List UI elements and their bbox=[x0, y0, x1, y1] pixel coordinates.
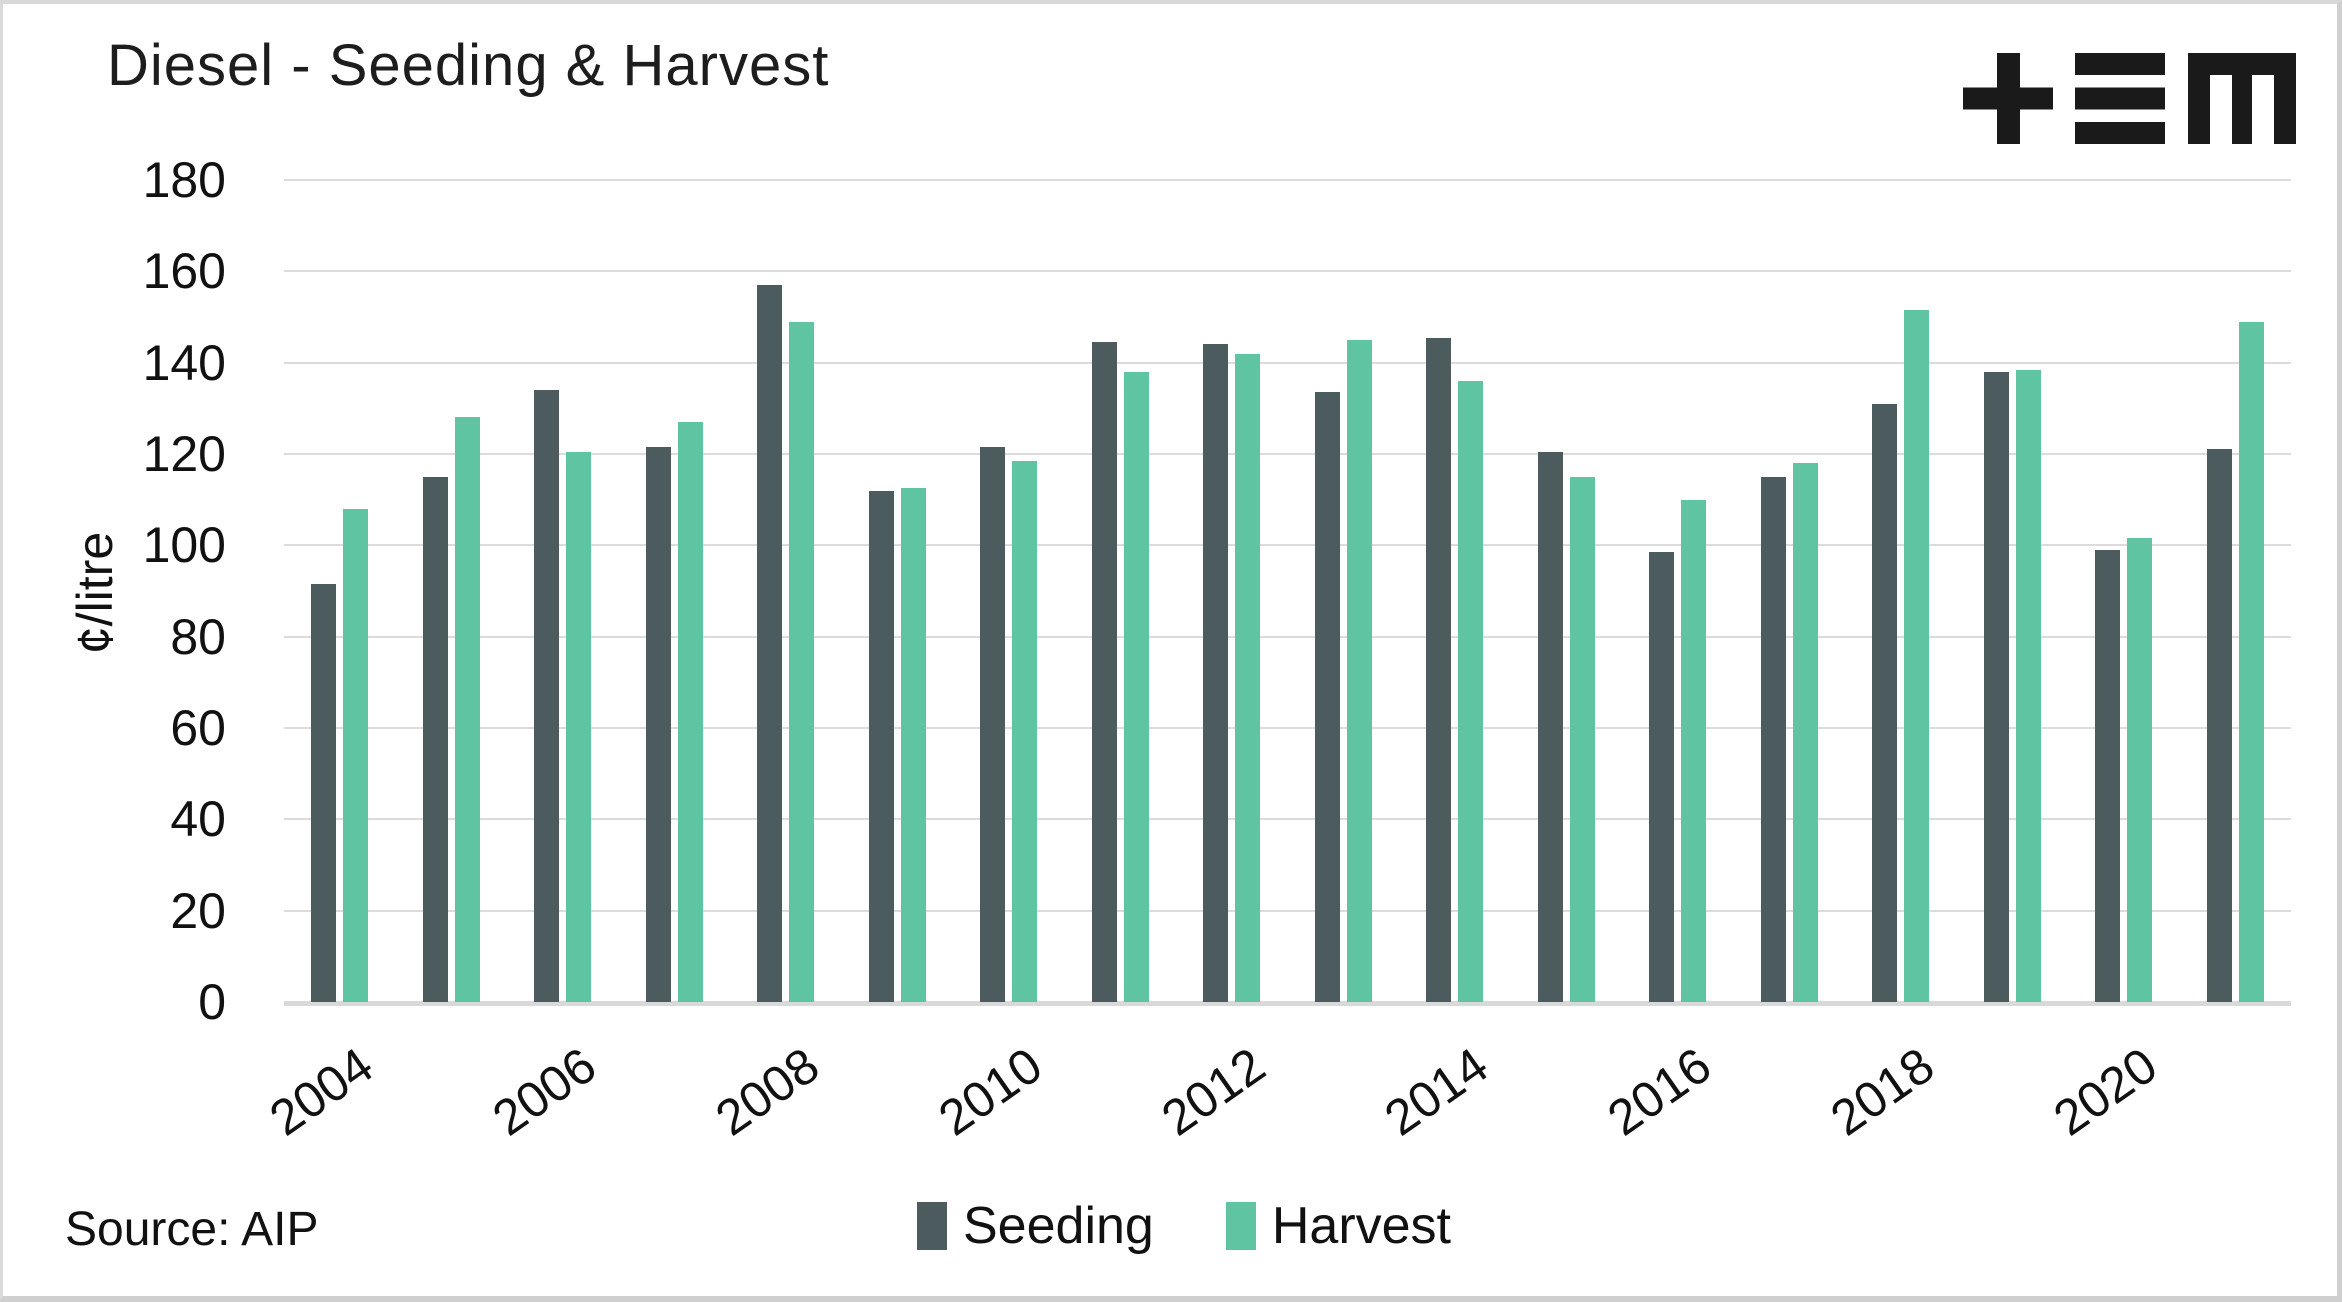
tem-logo bbox=[1963, 53, 2296, 144]
bar-harvest-2007 bbox=[677, 422, 703, 1002]
bar-seeding-2006 bbox=[534, 390, 560, 1002]
bar-harvest-2018 bbox=[1904, 310, 1930, 1002]
legend-item-seeding: Seeding bbox=[917, 1196, 1154, 1256]
gridline-40 bbox=[284, 818, 2291, 821]
bar-seeding-2019 bbox=[1983, 371, 2009, 1002]
y-tick-label-120: 120 bbox=[142, 426, 226, 482]
gridline-80 bbox=[284, 635, 2291, 638]
bar-harvest-2020 bbox=[2127, 538, 2153, 1002]
gridline-140 bbox=[284, 361, 2291, 364]
bar-harvest-2008 bbox=[789, 321, 815, 1002]
bar-seeding-2017 bbox=[1760, 476, 1786, 1002]
y-tick-label-160: 160 bbox=[142, 243, 226, 300]
bar-harvest-2012 bbox=[1235, 353, 1261, 1002]
x-tick-label-2014: 2014 bbox=[1374, 1036, 1498, 1147]
bar-harvest-2015 bbox=[1569, 476, 1595, 1002]
bar-seeding-2020 bbox=[2095, 549, 2121, 1002]
harvest-swatch bbox=[1225, 1202, 1256, 1250]
bar-harvest-2011 bbox=[1123, 371, 1149, 1002]
chart-title: Diesel - Seeding & Harvest bbox=[107, 33, 830, 98]
y-tick-label-80: 80 bbox=[170, 608, 226, 665]
gridline-100 bbox=[284, 544, 2291, 547]
bar-seeding-2012 bbox=[1203, 344, 1229, 1002]
x-tick-label-2006: 2006 bbox=[482, 1036, 606, 1147]
gridline-120 bbox=[284, 453, 2291, 455]
bar-seeding-2018 bbox=[1872, 403, 1898, 1002]
logo-plus-horizontal bbox=[1963, 87, 2053, 110]
legend-label-harvest: Harvest bbox=[1271, 1197, 1451, 1255]
y-tick-label-100: 100 bbox=[142, 517, 226, 574]
y-tick-label-20: 20 bbox=[170, 882, 226, 939]
bar-seeding-2021 bbox=[2206, 449, 2232, 1002]
bar-harvest-2004 bbox=[343, 508, 369, 1002]
bar-harvest-2006 bbox=[566, 451, 592, 1002]
bar-seeding-2014 bbox=[1426, 337, 1452, 1002]
logo-bar-mid bbox=[2075, 87, 2165, 110]
bar-harvest-2010 bbox=[1012, 460, 1038, 1002]
y-tick-label-60: 60 bbox=[170, 700, 226, 756]
bar-harvest-2014 bbox=[1458, 380, 1484, 1002]
bar-seeding-2005 bbox=[422, 476, 448, 1002]
legend-label-seeding: Seeding bbox=[963, 1197, 1154, 1255]
bar-seeding-2004 bbox=[311, 584, 337, 1002]
y-tick-label-0: 0 bbox=[198, 974, 226, 1030]
legend-item-harvest: Harvest bbox=[1225, 1196, 1451, 1256]
x-axis-line bbox=[284, 1001, 2291, 1006]
bar-seeding-2016 bbox=[1649, 552, 1675, 1002]
bar-seeding-2011 bbox=[1091, 342, 1117, 1002]
logo-bar-top bbox=[2075, 53, 2165, 75]
x-tick-label-2010: 2010 bbox=[928, 1036, 1052, 1147]
bar-seeding-2010 bbox=[980, 447, 1006, 1002]
legend: Seeding Harvest bbox=[17, 1196, 2337, 1256]
x-tick-label-2012: 2012 bbox=[1151, 1036, 1275, 1147]
bar-harvest-2009 bbox=[900, 488, 926, 1002]
gridline-60 bbox=[284, 727, 2291, 729]
gridline-20 bbox=[284, 909, 2291, 912]
bar-harvest-2019 bbox=[2015, 369, 2041, 1002]
gridline-160 bbox=[284, 270, 2291, 273]
logo-bar-bottom bbox=[2075, 122, 2165, 144]
x-tick-label-2018: 2018 bbox=[1820, 1036, 1944, 1147]
x-tick-label-2016: 2016 bbox=[1597, 1036, 1721, 1147]
bar-harvest-2013 bbox=[1346, 339, 1372, 1002]
seeding-swatch bbox=[917, 1202, 947, 1250]
bar-harvest-2017 bbox=[1792, 463, 1818, 1002]
x-tick-label-2004: 2004 bbox=[259, 1036, 383, 1147]
y-tick-label-40: 40 bbox=[170, 791, 226, 848]
bar-seeding-2009 bbox=[868, 490, 894, 1002]
source-note: Source: AIP bbox=[65, 1203, 319, 1256]
logo-m bbox=[2188, 53, 2296, 144]
x-tick-label-2020: 2020 bbox=[2043, 1036, 2167, 1147]
bar-harvest-2021 bbox=[2238, 321, 2264, 1002]
bar-seeding-2013 bbox=[1314, 392, 1340, 1002]
gridline-180 bbox=[284, 179, 2291, 181]
bar-seeding-2015 bbox=[1537, 451, 1563, 1002]
bar-harvest-2016 bbox=[1681, 499, 1707, 1002]
bar-seeding-2008 bbox=[757, 285, 783, 1002]
bar-seeding-2007 bbox=[645, 447, 671, 1002]
y-tick-label-180: 180 bbox=[142, 152, 226, 208]
y-tick-label-140: 140 bbox=[142, 334, 226, 391]
x-tick-label-2008: 2008 bbox=[705, 1036, 829, 1147]
bar-harvest-2005 bbox=[454, 417, 480, 1002]
plot-area bbox=[284, 179, 2291, 1006]
